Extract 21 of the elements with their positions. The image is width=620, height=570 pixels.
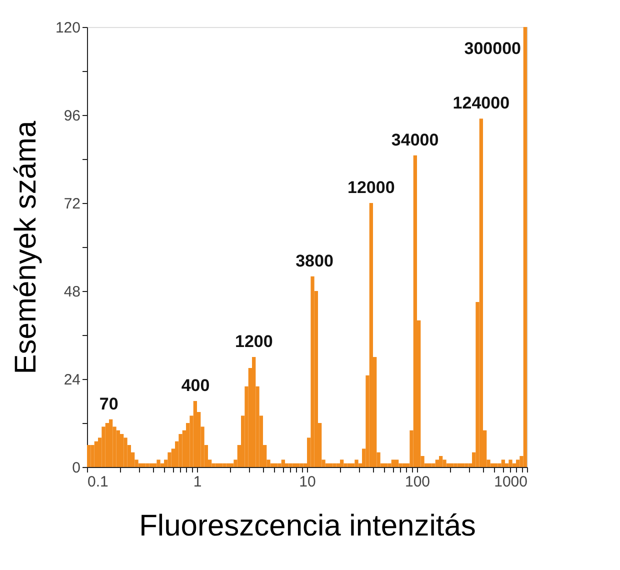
annotation: 1200 (234, 332, 273, 351)
x-tick-label: 100 (404, 474, 430, 490)
x-tick-label: 10 (299, 474, 316, 490)
annotation: 34000 (391, 130, 439, 150)
x-tick-label: 1000 (494, 474, 528, 490)
x-tick-label: 0.1 (88, 474, 108, 490)
y-tick-label: 120 (55, 20, 80, 36)
y-tick-label: 72 (64, 196, 80, 212)
y-axis-title: Események száma (9, 120, 42, 374)
y-tick-label: 48 (64, 284, 80, 300)
y-tick-label: 96 (64, 108, 80, 124)
annotation: 300000 (464, 39, 521, 58)
annotation: 124000 (452, 94, 510, 113)
annotation: 12000 (348, 178, 395, 197)
y-tick-label: 24 (64, 372, 80, 388)
y-tick-label: 0 (72, 460, 80, 476)
annotation: 70 (99, 394, 118, 414)
annotation: 400 (181, 376, 210, 395)
annotation: 3800 (296, 251, 334, 270)
x-axis-title: Fluoreszcencia intenzitás (139, 510, 476, 542)
x-tick-label: 1 (193, 474, 202, 490)
